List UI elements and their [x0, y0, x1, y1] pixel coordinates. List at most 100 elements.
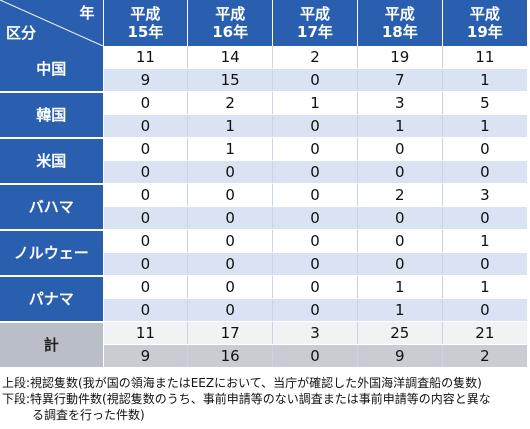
unusual-activity-cell: 1 — [187, 114, 274, 138]
unusual-activity-cell: 0 — [103, 252, 189, 276]
column-header-h18: 平成 18年 — [357, 0, 443, 46]
unusual-activity-cell: 0 — [357, 206, 443, 230]
sighted-count-cell: 0 — [272, 137, 358, 161]
total-label: 計 — [0, 321, 104, 369]
sighted-count-cell: 0 — [187, 183, 274, 207]
table-row-upper: 中国 11 14 2 19 11 — [0, 46, 527, 93]
sighted-count-cell: 11 — [103, 46, 189, 69]
sighted-count-cell: 0 — [357, 229, 443, 253]
unusual-activity-cell: 1 — [357, 298, 443, 322]
unusual-activity-cell: 0 — [442, 160, 527, 184]
sighted-count-cell: 0 — [103, 275, 189, 299]
corner-year-label: 年 — [79, 4, 95, 22]
unusual-activity-cell: 1 — [442, 68, 527, 92]
column-header-h15: 平成 15年 — [103, 0, 189, 46]
sighted-count-cell: 14 — [187, 46, 274, 69]
unusual-activity-cell: 0 — [187, 252, 274, 276]
sighted-count-cell: 0 — [187, 275, 274, 299]
country-label: 中国 — [0, 46, 104, 93]
sighted-count-cell: 5 — [442, 91, 527, 115]
table-row-lower: 9 15 0 7 1 — [0, 68, 527, 92]
unusual-activity-cell: 1 — [357, 114, 443, 138]
sighted-count-cell: 11 — [442, 46, 527, 69]
unusual-activity-cell: 0 — [272, 160, 358, 184]
unusual-activity-cell: 0 — [272, 206, 358, 230]
note-lower: 下段:特異行動件数(視認隻数のうち、事前申請等のない調査または事前申請等の内容と… — [2, 392, 491, 406]
sighted-count-cell: 1 — [187, 137, 274, 161]
unusual-activity-cell: 9 — [103, 68, 189, 92]
table-row-upper: 韓国 0 2 1 3 5 — [0, 91, 527, 139]
unusual-activity-cell: 0 — [187, 160, 274, 184]
column-header-h17: 平成 17年 — [272, 0, 358, 46]
total-row-upper: 計 11 17 3 25 21 — [0, 321, 527, 369]
sighted-count-cell: 1 — [357, 275, 443, 299]
sighted-count-cell: 0 — [103, 137, 189, 161]
unusual-activity-cell: 0 — [272, 344, 358, 368]
column-header-h16: 平成 16年 — [187, 0, 274, 46]
sighted-count-cell: 0 — [103, 91, 189, 115]
note-upper: 上段:視認隻数(我が国の領海またはEEZにおいて、当庁が確認した外国海洋調査船の… — [2, 376, 482, 390]
unusual-activity-cell: 0 — [357, 252, 443, 276]
sighted-count-cell: 1 — [442, 229, 527, 253]
total-row-lower: 9 16 0 9 2 — [0, 344, 527, 368]
unusual-activity-cell: 0 — [272, 298, 358, 322]
sighted-count-cell: 2 — [272, 46, 358, 69]
unusual-activity-cell: 0 — [357, 160, 443, 184]
corner-category-label: 区分 — [6, 24, 37, 42]
country-label: 米国 — [0, 137, 104, 185]
sighted-count-cell: 2 — [357, 183, 443, 207]
sighted-count-cell: 3 — [357, 91, 443, 115]
unusual-activity-cell: 16 — [187, 344, 274, 368]
unusual-activity-cell: 0 — [272, 68, 358, 92]
sighted-count-cell: 3 — [442, 183, 527, 207]
unusual-activity-cell: 7 — [357, 68, 443, 92]
table-row-upper: パナマ 0 0 0 1 1 — [0, 275, 527, 323]
sighted-count-cell: 17 — [187, 321, 274, 345]
unusual-activity-cell: 0 — [103, 114, 189, 138]
unusual-activity-cell: 9 — [357, 344, 443, 368]
unusual-activity-cell: 0 — [103, 160, 189, 184]
country-label: ノルウェー — [0, 229, 104, 277]
sighted-count-cell: 19 — [357, 46, 443, 69]
sighted-count-cell: 0 — [357, 137, 443, 161]
sighted-count-cell: 0 — [272, 183, 358, 207]
note-lower-continued: る調査を行った件数) — [32, 408, 145, 422]
unusual-activity-cell: 9 — [103, 344, 189, 368]
sighted-count-cell: 0 — [442, 137, 527, 161]
unusual-activity-cell: 0 — [187, 298, 274, 322]
unusual-activity-cell: 0 — [442, 298, 527, 322]
unusual-activity-cell: 0 — [103, 206, 189, 230]
sighted-count-cell: 21 — [442, 321, 527, 345]
country-label: パナマ — [0, 275, 104, 323]
sighted-count-cell: 0 — [187, 229, 274, 253]
survey-ship-table: 年 区分 平成 15年 平成 16年 平成 17年 平成 18年 平成 19年 中国 11 1… — [0, 0, 527, 369]
table-row-upper: 米国 0 1 0 0 0 — [0, 137, 527, 185]
diagonal-divider — [0, 0, 103, 46]
sighted-count-cell: 0 — [103, 183, 189, 207]
sighted-count-cell: 2 — [187, 91, 274, 115]
unusual-activity-cell: 0 — [442, 206, 527, 230]
header-row: 年 区分 平成 15年 平成 16年 平成 17年 平成 18年 平成 19年 — [0, 0, 527, 46]
sighted-count-cell: 1 — [272, 91, 358, 115]
unusual-activity-cell: 0 — [272, 252, 358, 276]
sighted-count-cell: 3 — [272, 321, 358, 345]
table-row-upper: バハマ 0 0 0 2 3 — [0, 183, 527, 231]
unusual-activity-cell: 2 — [442, 344, 527, 368]
unusual-activity-cell: 15 — [187, 68, 274, 92]
country-label: 韓国 — [0, 91, 104, 139]
unusual-activity-cell: 0 — [442, 252, 527, 276]
unusual-activity-cell: 0 — [272, 114, 358, 138]
table-notes: 上段:視認隻数(我が国の領海またはEEZにおいて、当庁が確認した外国海洋調査船の… — [2, 375, 528, 423]
table-row-upper: ノルウェー 0 0 0 0 1 — [0, 229, 527, 277]
corner-cell: 年 区分 — [0, 0, 104, 46]
unusual-activity-cell: 0 — [103, 298, 189, 322]
unusual-activity-cell: 1 — [442, 114, 527, 138]
sighted-count-cell: 25 — [357, 321, 443, 345]
country-label: バハマ — [0, 183, 104, 231]
column-header-h19: 平成 19年 — [442, 0, 527, 46]
sighted-count-cell: 11 — [103, 321, 189, 345]
sighted-count-cell: 0 — [272, 275, 358, 299]
